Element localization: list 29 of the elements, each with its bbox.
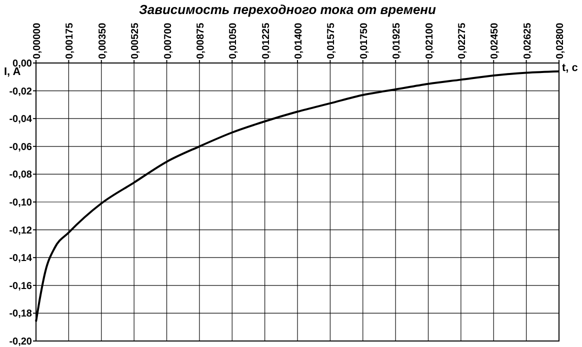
x-tick-label: 0,02800	[555, 22, 566, 59]
y-tick-label: -0,14	[9, 253, 32, 264]
x-tick-label: 0,02275	[456, 22, 468, 59]
x-tick-label: 0,01750	[358, 22, 370, 59]
y-tick-label: -0,20	[9, 336, 32, 347]
y-tick-label: -0,06	[9, 142, 32, 153]
y-tick-label: -0,10	[9, 198, 32, 208]
y-tick-label: -0,18	[9, 308, 32, 320]
x-tick-label: 0,00875	[195, 22, 206, 59]
y-tick-label: -0,16	[9, 280, 32, 292]
x-tick-label: 0,00700	[162, 22, 174, 59]
y-tick-label: -0,02	[9, 86, 32, 98]
x-tick-label: 0,00000	[32, 22, 43, 59]
x-tick-label: 0,00350	[97, 22, 108, 59]
x-axis-title: t, c	[562, 62, 578, 74]
x-tick-label: 0,01400	[294, 22, 304, 59]
x-tick-label: 0,00525	[130, 22, 142, 59]
chart-title: Зависимость переходного тока от времени	[139, 2, 436, 17]
x-tick-label: 0,01225	[260, 22, 272, 59]
x-tick-label: 0,01575	[326, 22, 338, 59]
y-tick-label: -0,04	[9, 114, 32, 126]
y-tick-label: -0,12	[9, 225, 32, 236]
x-tick-label: 0,00175	[64, 22, 76, 59]
x-tick-label: 0,02450	[490, 22, 501, 59]
x-tick-label: 0,02625	[522, 22, 534, 59]
x-tick-label: 0,02100	[424, 22, 436, 59]
y-tick-label: -0,08	[9, 170, 32, 181]
x-tick-label: 0,01925	[392, 22, 403, 59]
x-tick-label: 0,01050	[228, 22, 240, 59]
